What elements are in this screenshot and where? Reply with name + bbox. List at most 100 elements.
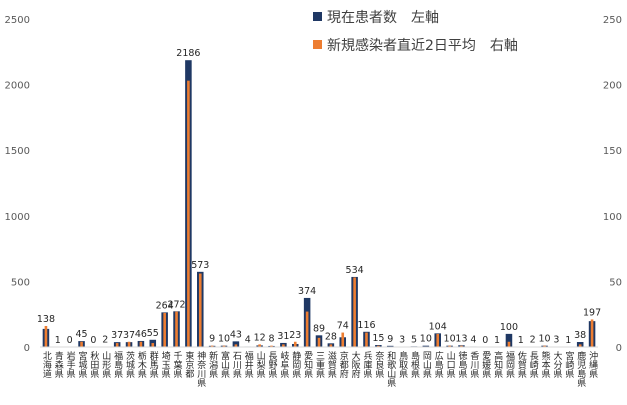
- data-label: 37: [111, 330, 123, 341]
- category-label: 宮崎県: [563, 350, 574, 379]
- category-label: 大阪府: [350, 350, 361, 379]
- category-label: 神奈川県: [195, 350, 206, 388]
- category-label: 北海道: [41, 351, 52, 379]
- data-label: 46: [135, 329, 147, 340]
- category-label: 沖縄県: [587, 350, 598, 379]
- category-label: 長崎県: [528, 351, 539, 379]
- data-label: 55: [147, 328, 159, 339]
- bar-new-cases: [187, 80, 190, 347]
- bar-new-cases: [377, 345, 380, 347]
- bar-new-cases: [175, 311, 178, 347]
- category-label: 徳島県: [456, 350, 467, 379]
- category-label: 愛媛県: [480, 350, 491, 379]
- data-label: 534: [346, 265, 364, 276]
- bar-new-cases: [270, 345, 273, 347]
- data-label: 23: [289, 330, 301, 341]
- data-label: 2: [102, 335, 108, 346]
- left-tick-label: 2000: [5, 81, 30, 92]
- data-label: 573: [191, 260, 209, 271]
- left-tick-label: 2500: [5, 15, 30, 26]
- data-label: 9: [209, 334, 215, 345]
- category-label: 島根県: [409, 350, 420, 379]
- category-label: 山形県: [100, 351, 111, 379]
- data-label: 3: [399, 335, 405, 346]
- data-label: 8: [268, 334, 274, 345]
- bar-new-cases: [139, 341, 143, 347]
- bar-new-cases: [436, 333, 440, 347]
- bar-new-cases: [448, 345, 451, 347]
- right-tick-label: 150: [603, 146, 622, 157]
- legend-label-new: 新規感染者直近2日平均 右軸: [327, 37, 518, 54]
- bar-new-cases: [80, 341, 83, 347]
- bar-new-cases: [258, 344, 261, 347]
- category-label: 秋田県: [88, 350, 99, 379]
- category-label: 岐阜県: [278, 350, 289, 379]
- data-label: 264: [156, 300, 174, 311]
- category-label: 福岡県: [504, 350, 515, 379]
- bar-new-cases: [460, 345, 463, 347]
- category-label: 奈良県: [373, 350, 384, 379]
- data-label: 0: [482, 335, 488, 346]
- category-label: 宮城県: [77, 350, 88, 379]
- data-label: 104: [429, 321, 447, 332]
- right-tick-label: 200: [603, 81, 622, 92]
- data-label: 4: [470, 334, 476, 345]
- category-label: 佐賀県: [516, 350, 527, 379]
- left-tick-label: 1500: [5, 146, 30, 157]
- category-label: 長野県: [267, 351, 278, 379]
- data-label: 1: [565, 335, 571, 346]
- category-label: 福井県: [243, 350, 254, 379]
- data-label: 10: [218, 334, 230, 345]
- right-axis: 0 50 100 150 200 250: [603, 15, 622, 354]
- category-label: 石川県: [231, 351, 242, 379]
- category-label: 埼玉県: [160, 350, 171, 379]
- data-label: 10: [539, 334, 551, 345]
- bar-new-cases: [305, 311, 309, 347]
- bar-new-cases: [210, 345, 214, 347]
- category-label: 三重県: [314, 351, 325, 379]
- data-label: 37: [123, 330, 135, 341]
- data-label: 10: [444, 334, 456, 345]
- data-label: 1: [518, 335, 524, 346]
- category-label: 青森県: [53, 350, 64, 379]
- category-label: 大分県: [551, 350, 562, 379]
- left-axis: 0 500 1000 1500 2000 2500: [5, 15, 30, 354]
- data-label: 2186: [176, 48, 200, 59]
- bar-new-cases: [115, 343, 119, 347]
- category-label: 静岡県: [290, 350, 301, 379]
- bar-new-cases: [353, 277, 356, 347]
- data-label: 13: [455, 333, 467, 344]
- bar-new-cases: [578, 344, 582, 347]
- bar-current-patients: [505, 333, 513, 347]
- category-label: 岩手県: [65, 350, 76, 379]
- data-label: 1: [494, 335, 500, 346]
- data-label: 89: [313, 323, 325, 334]
- data-label: 138: [37, 314, 55, 325]
- category-label: 群馬県: [148, 350, 159, 379]
- category-label: 栃木県: [136, 350, 147, 379]
- legend: 現在患者数 左軸 新規感染者直近2日平均 右軸: [313, 10, 518, 54]
- bar-new-cases: [282, 344, 285, 347]
- bar-new-cases: [507, 341, 511, 347]
- category-label: 山梨県: [255, 351, 266, 379]
- category-label: 滋賀県: [326, 350, 337, 379]
- data-label: 31: [277, 331, 289, 342]
- bar-new-cases: [127, 341, 131, 347]
- category-label: 福島県: [112, 350, 123, 379]
- category-label: 新潟県: [207, 350, 218, 379]
- category-label: 茨城県: [124, 350, 135, 379]
- bar-new-cases: [543, 345, 546, 347]
- bar-new-cases: [317, 337, 321, 347]
- data-label: 38: [574, 330, 586, 341]
- category-label: 京都府: [338, 350, 349, 379]
- data-label: 45: [76, 329, 88, 340]
- data-label: 9: [387, 334, 393, 345]
- data-label: 100: [500, 322, 518, 333]
- left-tick-label: 1000: [5, 212, 30, 223]
- data-label: 5: [411, 334, 417, 345]
- category-labels: 北海道 青森県 岩手県 宮城県 秋田県 山形県 福島県 茨城県 栃木県 群馬県 埼玉県 千葉県 東京都神…: [41, 350, 598, 388]
- bar-current-patients: [386, 345, 394, 347]
- data-label: 1: [55, 335, 61, 346]
- right-tick-label: 250: [603, 15, 622, 26]
